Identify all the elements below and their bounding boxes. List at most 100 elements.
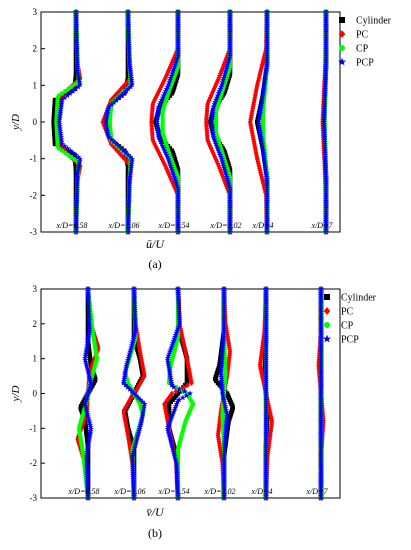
data-point-pcp [323, 178, 329, 184]
data-point-pcp [125, 15, 132, 22]
data-point-pcp [263, 494, 269, 501]
data-point-pcp [318, 457, 324, 463]
data-point-pcp [126, 59, 133, 66]
data-point-pc [162, 401, 167, 407]
data-point-pcp [84, 338, 91, 344]
data-point-pcp [125, 39, 132, 46]
data-point-pcp [86, 434, 93, 440]
data-point-pcp [168, 380, 175, 386]
data-point-pcp [223, 66, 230, 72]
data-point-pcp [84, 486, 91, 493]
data-point-pcp [175, 195, 181, 202]
data-point-pcp [218, 365, 225, 371]
data-point-pcp [261, 156, 268, 162]
data-point-pcp [321, 129, 328, 136]
data-point-pcp [126, 63, 133, 70]
data-point-pcp [165, 363, 172, 369]
data-point-pcp [264, 195, 270, 202]
data-point-cp [62, 150, 68, 155]
data-point-pcp [264, 178, 270, 184]
data-point-pcp [227, 189, 233, 195]
data-point-pcp [58, 101, 65, 107]
data-point-pcp [323, 39, 329, 46]
data-point-pcp [86, 432, 93, 438]
data-point-pcp [322, 151, 329, 158]
data-point-pcp [128, 158, 135, 165]
data-point-cp [59, 148, 65, 153]
data-point-pcp [218, 359, 225, 365]
data-point-pcp [74, 176, 81, 182]
data-point-pcp [175, 191, 181, 198]
data-point-pcp [74, 173, 81, 180]
data-point-pcp [82, 352, 89, 359]
data-point-pc [129, 394, 134, 401]
data-point-pcp [86, 321, 93, 327]
data-point-pcp [85, 290, 92, 296]
data-point-pcp [75, 72, 82, 79]
data-point-pcp [74, 182, 80, 189]
data-point-pcp [322, 162, 329, 169]
legend-marker-pcp [323, 334, 331, 343]
data-point-pcp [323, 59, 329, 66]
data-point-pcp [263, 492, 269, 499]
data-point-pcp [323, 202, 329, 209]
data-point-cylinder [175, 71, 181, 76]
data-point-pcp [322, 165, 329, 171]
data-point-pcp [263, 442, 269, 449]
data-point-pcp [323, 200, 329, 206]
data-point-pcp [221, 327, 227, 334]
data-point-pcp [263, 367, 269, 373]
data-point-pcp [130, 474, 137, 480]
y-tick-label: -1 [30, 423, 38, 433]
data-point-pc [181, 384, 187, 391]
data-point-pcp [323, 180, 329, 187]
data-point-pcp [258, 134, 264, 140]
data-point-pcp [84, 488, 91, 495]
data-point-pcp [263, 384, 269, 390]
data-point-pcp [219, 348, 226, 355]
data-point-pcp [175, 33, 181, 39]
data-point-pcp [87, 428, 94, 434]
data-point-pcp [105, 132, 111, 138]
data-point-pcp [75, 162, 82, 169]
data-point-pcp [323, 57, 329, 63]
data-point-pcp [227, 217, 233, 224]
data-point-pcp [318, 390, 324, 396]
data-point-pc [165, 68, 171, 75]
data-point-pcp [169, 442, 175, 449]
data-point-pcp [219, 79, 226, 85]
data-point-pcp [125, 217, 132, 224]
data-point-pcp [318, 425, 324, 432]
data-point-pcp [321, 114, 328, 121]
data-point-pcp [172, 457, 179, 463]
data-point-pc [168, 176, 174, 183]
data-point-pcp [118, 92, 124, 99]
data-point-pcp [321, 136, 328, 143]
data-point-pcp [258, 103, 264, 110]
data-point-pcp [318, 392, 324, 399]
data-point-pcp [214, 145, 221, 151]
data-point-pcp [227, 41, 233, 48]
station-label: x/D=4 [252, 221, 274, 230]
data-point-pcp [127, 348, 133, 355]
data-point-pcp [130, 480, 137, 486]
data-point-pc [216, 163, 222, 169]
data-point-pcp [263, 363, 269, 369]
data-point-pcp [227, 48, 233, 55]
data-point-pcp [167, 162, 174, 169]
data-point-pcp [84, 363, 90, 369]
data-point-pcp [58, 99, 65, 105]
data-point-pcp [82, 357, 89, 363]
data-point-pcp [322, 92, 328, 99]
data-point-pcp [318, 377, 324, 384]
data-point-pcp [220, 396, 227, 403]
data-point-pcp [124, 384, 131, 390]
data-point-pcp [165, 359, 171, 365]
data-point-pcp [318, 478, 324, 484]
data-point-pcp [257, 110, 263, 116]
data-point-pcp [223, 419, 230, 426]
data-point-pcp [73, 13, 79, 19]
data-point-pcp [129, 459, 136, 465]
data-point-pcp [227, 215, 233, 222]
data-point-pcp [70, 149, 76, 156]
